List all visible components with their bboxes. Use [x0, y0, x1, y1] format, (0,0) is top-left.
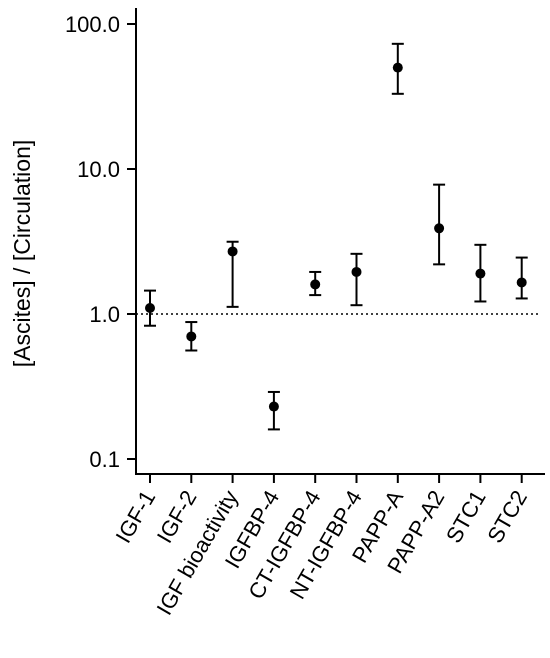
- y-tick-label: 1.0: [89, 302, 120, 327]
- data-point: [475, 268, 486, 279]
- data-point: [310, 279, 321, 290]
- data-marks: [144, 42, 528, 431]
- data-point: [392, 62, 403, 73]
- x-tick-label: STC2: [482, 486, 532, 547]
- x-tick-label: STC1: [441, 486, 491, 547]
- y-axis-title: [Ascites] / [Circulation]: [9, 140, 35, 368]
- data-point: [268, 401, 279, 412]
- data-point: [145, 302, 155, 313]
- y-axis: 0.1 1.0 10.0 100.0: [65, 8, 137, 474]
- data-point: [434, 223, 445, 234]
- data-point: [227, 246, 238, 257]
- y-tick-label: 10.0: [77, 157, 120, 182]
- error-bar: [350, 252, 363, 307]
- x-tick-label: IGF-1: [111, 486, 161, 547]
- data-point: [186, 331, 197, 342]
- data-point: [351, 266, 362, 277]
- y-tick-label: 0.1: [89, 447, 120, 472]
- y-tick-label: 100.0: [65, 12, 120, 37]
- data-point: [516, 277, 527, 288]
